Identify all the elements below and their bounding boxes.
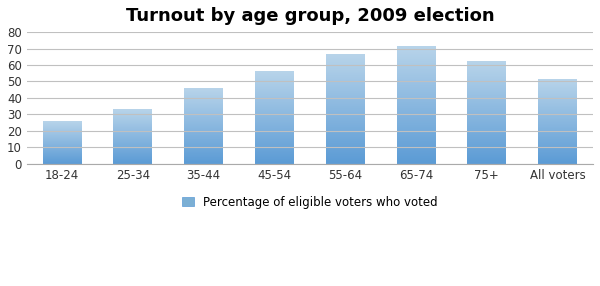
Legend: Percentage of eligible voters who voted: Percentage of eligible voters who voted (177, 191, 443, 213)
Title: Turnout by age group, 2009 election: Turnout by age group, 2009 election (125, 7, 494, 25)
